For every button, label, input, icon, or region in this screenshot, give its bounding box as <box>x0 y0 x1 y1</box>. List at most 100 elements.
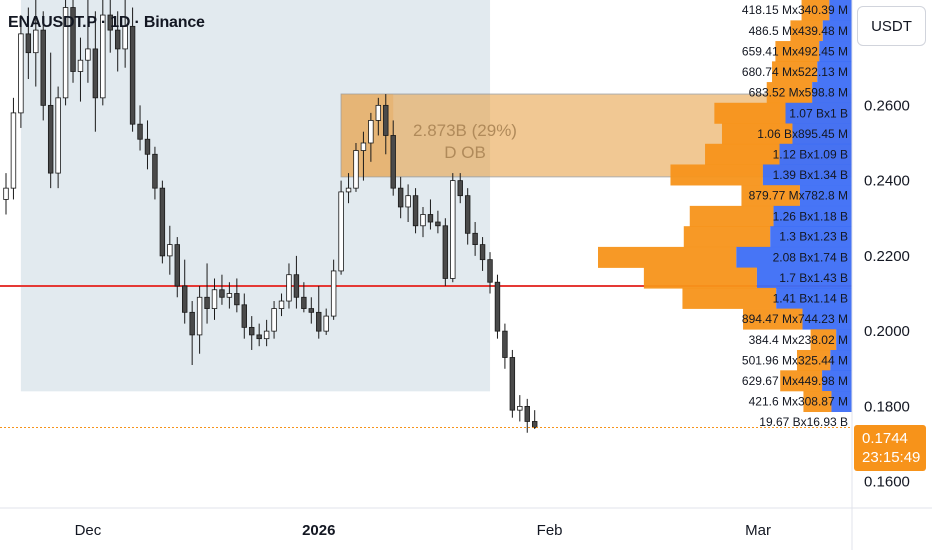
candle-body <box>174 244 180 287</box>
vp-buy-bar <box>801 0 830 21</box>
price-axis-tick: 0.2400 <box>864 173 910 190</box>
candle-body <box>18 33 24 114</box>
candle-body <box>368 120 374 144</box>
vp-buy-bar <box>705 143 780 165</box>
candle-body <box>77 59 84 72</box>
order-block-name-label: D OB <box>444 143 486 162</box>
vp-buy-bar <box>790 20 823 42</box>
vp-buy-bar <box>775 41 820 63</box>
candle-body <box>241 304 247 328</box>
candle-body <box>114 29 121 50</box>
time-axis-tick: Dec <box>75 522 102 539</box>
candle-body <box>189 311 195 336</box>
vp-row-label: 19.67 Bx16.93 B <box>759 415 848 429</box>
vp-row-label: 1.06 Bx895.45 M <box>757 127 848 141</box>
vp-sell-bar <box>829 0 852 21</box>
vp-sell-bar <box>817 61 852 83</box>
vp-sell-bar <box>822 20 852 42</box>
vp-buy-bar <box>643 267 757 289</box>
candle-body <box>278 300 285 309</box>
candle-body <box>487 259 493 283</box>
candle-body <box>375 104 382 121</box>
candle-body <box>271 308 277 332</box>
countdown-timer: 23:15:49 <box>862 449 921 466</box>
vp-buy-bar <box>682 287 777 309</box>
price-axis-tick: 0.2200 <box>864 248 910 265</box>
vp-row-label: 1.26 Bx1.18 B <box>773 209 848 223</box>
vp-row-label: 1.12 Bx1.09 B <box>773 147 848 161</box>
symbol-title: ENAUSDT.P · 1D · Binance <box>8 14 205 31</box>
candle-body <box>531 421 538 428</box>
vp-buy-bar <box>598 246 737 268</box>
vp-sell-bar <box>756 267 852 289</box>
candle-body <box>494 281 501 332</box>
vp-row-label: 1.39 Bx1.34 B <box>773 168 848 182</box>
candle-body <box>33 29 39 54</box>
candle-body <box>479 244 486 261</box>
shaded-range <box>20 0 491 392</box>
candle-body <box>70 7 76 72</box>
candle-body <box>412 195 419 227</box>
candle-body <box>47 104 54 174</box>
order-block-size-label: 2.873B (29%) <box>413 121 517 140</box>
vp-sell-bar <box>785 102 852 124</box>
candle-body <box>249 326 255 336</box>
candle-body <box>405 195 411 208</box>
vp-row-label: 384.4 Mx238.02 M <box>749 333 848 347</box>
candle-body <box>196 296 203 336</box>
price-axis-tick: 0.2600 <box>864 97 910 114</box>
vp-sell-bar <box>776 287 852 309</box>
candle-body <box>427 214 434 223</box>
candle-body <box>55 97 61 174</box>
last-price-value: 0.1744 <box>862 430 908 447</box>
candle-body <box>85 48 91 61</box>
candle-body <box>435 221 441 227</box>
candle-body <box>219 289 225 298</box>
vp-buy-bar <box>796 349 831 371</box>
candle-body <box>502 330 508 358</box>
candle-body <box>211 289 218 309</box>
vp-row-label: 501.96 Mx325.44 M <box>742 353 848 367</box>
vp-buy-bar <box>683 226 771 248</box>
vp-sell-bar <box>792 123 852 145</box>
vp-buy-bar <box>714 102 786 124</box>
vp-sell-bar <box>773 205 852 227</box>
vp-row-label: 659.41 Mx492.45 M <box>742 45 848 59</box>
candle-body <box>390 135 396 189</box>
vp-row-label: 1.07 Bx1 B <box>789 106 848 120</box>
vp-sell-bar <box>802 308 852 330</box>
candle-body <box>107 14 113 31</box>
candle-body <box>167 244 173 257</box>
currency-button[interactable]: USDT <box>857 6 926 46</box>
vp-buy-bar <box>803 391 832 413</box>
candle-body <box>234 293 240 306</box>
candle-body <box>345 187 352 193</box>
candle-body <box>137 123 143 140</box>
candle-body <box>293 274 300 298</box>
candle-body <box>338 191 344 272</box>
vp-row-label: 2.08 Bx1.74 B <box>773 250 848 264</box>
vp-sell-bar <box>762 164 852 186</box>
time-axis-tick: 2026 <box>302 522 335 539</box>
vp-buy-bar <box>670 164 763 186</box>
candle-body <box>10 112 17 189</box>
candle-body <box>122 25 128 50</box>
candle-body <box>509 357 516 411</box>
candle-body <box>159 187 166 257</box>
candle-body <box>204 296 210 309</box>
candle-body <box>472 232 478 245</box>
candle-body <box>383 104 389 136</box>
candle-body <box>92 48 99 99</box>
vp-row-label: 894.47 Mx744.23 M <box>742 312 848 326</box>
time-axis-bg <box>0 508 932 550</box>
candle-body <box>420 214 426 227</box>
candle-body <box>464 195 471 234</box>
candle-body <box>517 405 523 411</box>
vp-row-label: 418.15 Mx340.39 M <box>742 3 848 17</box>
candle-body <box>450 180 456 279</box>
vp-sell-bar <box>831 391 852 413</box>
vp-buy-bar <box>721 123 793 145</box>
candle-body <box>100 14 106 99</box>
price-axis-tick: 0.1600 <box>864 474 910 491</box>
